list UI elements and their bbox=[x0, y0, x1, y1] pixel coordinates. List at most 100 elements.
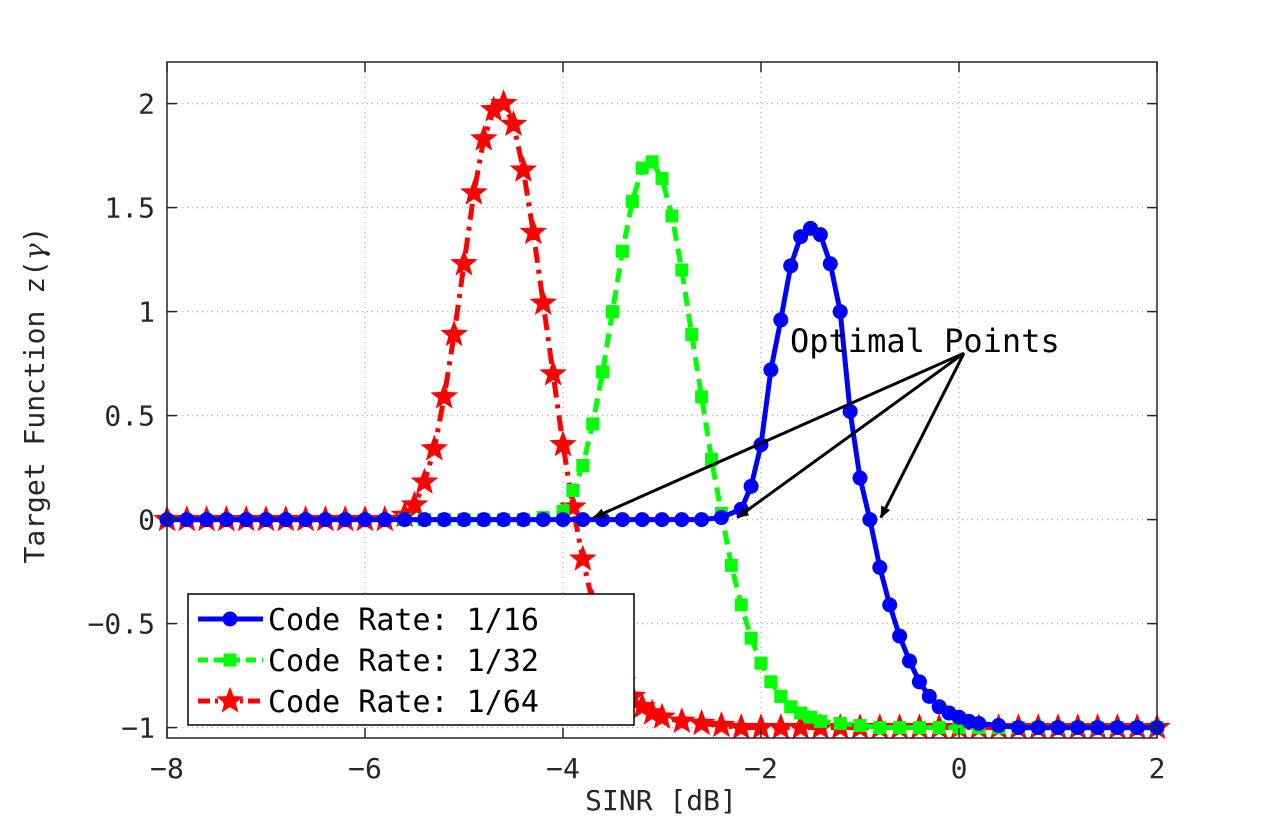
series-point bbox=[991, 718, 1007, 734]
series-point bbox=[456, 512, 472, 528]
series-point bbox=[773, 312, 789, 328]
series-point bbox=[258, 512, 274, 528]
legend-marker bbox=[223, 653, 237, 667]
series-point bbox=[902, 653, 917, 669]
series-point bbox=[596, 365, 610, 379]
series-point bbox=[566, 483, 580, 497]
y-tick-label: −0.5 bbox=[88, 608, 155, 641]
series-point bbox=[764, 675, 778, 689]
series-point bbox=[668, 706, 696, 734]
annotation-label: Optimal Points bbox=[790, 322, 1060, 360]
legend-marker bbox=[222, 611, 238, 627]
series-group bbox=[153, 89, 1171, 740]
series-point bbox=[529, 288, 557, 315]
series-point bbox=[832, 304, 848, 320]
y-tick-label: 1 bbox=[138, 296, 155, 329]
legend-item: Code Rate: 1/32 bbox=[198, 644, 539, 679]
series-point bbox=[317, 512, 333, 528]
series-point bbox=[852, 470, 868, 486]
series-point bbox=[784, 700, 798, 714]
x-tick-label: 0 bbox=[951, 752, 968, 785]
series-point bbox=[685, 327, 699, 341]
series-point bbox=[555, 512, 571, 528]
series-point bbox=[812, 227, 828, 243]
legend-label: Code Rate: 1/16 bbox=[268, 603, 539, 638]
series-point bbox=[724, 558, 738, 572]
series-point bbox=[430, 382, 458, 409]
series-point bbox=[645, 155, 659, 169]
series-point bbox=[893, 721, 907, 735]
annotation-arrow bbox=[736, 351, 965, 519]
series-point bbox=[238, 512, 254, 528]
series-point bbox=[675, 263, 689, 277]
series-point bbox=[853, 719, 867, 733]
series-point bbox=[707, 711, 736, 738]
x-tick-label: −4 bbox=[546, 752, 580, 785]
series-point bbox=[744, 631, 758, 645]
series-point bbox=[648, 702, 676, 729]
series-point bbox=[873, 721, 887, 735]
legend-item: Code Rate: 1/16 bbox=[198, 603, 539, 638]
series-point bbox=[436, 512, 452, 528]
series-point bbox=[872, 559, 888, 575]
series-point bbox=[665, 209, 679, 223]
series-point bbox=[734, 598, 748, 612]
series-point bbox=[499, 109, 528, 137]
series-point bbox=[774, 689, 788, 703]
series-point bbox=[625, 194, 639, 208]
annotation-group: Optimal Points bbox=[592, 322, 1060, 519]
series-point bbox=[400, 490, 429, 517]
series-point bbox=[694, 512, 710, 528]
series-point bbox=[687, 708, 716, 736]
series-point bbox=[912, 721, 926, 735]
series-point bbox=[754, 656, 768, 670]
y-axis-label: Target Function z(γ) bbox=[18, 226, 51, 563]
series-point bbox=[476, 512, 492, 528]
legend: Code Rate: 1/16 Code Rate: 1/32 Code Rate:… bbox=[187, 593, 635, 726]
series-point bbox=[614, 512, 630, 528]
series-point bbox=[833, 716, 847, 730]
y-tick-label: 2 bbox=[138, 88, 155, 121]
plot-frame bbox=[166, 61, 1158, 739]
series-point bbox=[606, 305, 619, 319]
series-point bbox=[971, 715, 987, 731]
x-axis-label: SINR [dB] bbox=[585, 784, 737, 817]
annotation-arrow bbox=[592, 351, 965, 519]
series-point bbox=[377, 512, 393, 528]
series-point bbox=[586, 417, 600, 431]
series-point bbox=[1010, 720, 1026, 736]
x-tick-label: 2 bbox=[1149, 752, 1166, 785]
series-point bbox=[559, 492, 587, 519]
series-point bbox=[420, 434, 449, 461]
y-tick-label: 0 bbox=[138, 504, 155, 537]
series-point bbox=[1050, 720, 1066, 736]
x-tick-label: −6 bbox=[348, 752, 382, 785]
series-point bbox=[278, 512, 294, 528]
series-point bbox=[416, 512, 432, 528]
series-point bbox=[440, 320, 468, 347]
x-tick-label: −8 bbox=[150, 752, 184, 785]
series-point bbox=[793, 229, 809, 245]
series-point bbox=[357, 512, 373, 528]
series-point bbox=[804, 710, 817, 724]
series-point bbox=[921, 688, 937, 704]
series-point bbox=[635, 161, 649, 175]
axis-ticks: −8 −6 −4 −2 0 2 −1 −0.5 0 0.5 1 1.5 2 bbox=[88, 62, 1166, 785]
series-point bbox=[199, 512, 215, 528]
series-point bbox=[218, 512, 234, 528]
series-point bbox=[519, 218, 548, 245]
series-point bbox=[539, 359, 567, 386]
y-axis-label-text: Target Function z( bbox=[18, 260, 51, 563]
series-point bbox=[535, 512, 551, 528]
series-point bbox=[576, 459, 590, 473]
series-point bbox=[549, 430, 577, 457]
y-tick-label: 1.5 bbox=[104, 192, 155, 225]
series-point bbox=[763, 362, 779, 378]
series-point bbox=[783, 258, 799, 274]
series-point bbox=[1109, 720, 1125, 736]
series-point bbox=[515, 512, 531, 528]
series-point bbox=[655, 171, 669, 185]
annotation-arrow bbox=[879, 352, 966, 519]
series-point bbox=[1090, 720, 1106, 736]
series-point bbox=[822, 256, 838, 272]
